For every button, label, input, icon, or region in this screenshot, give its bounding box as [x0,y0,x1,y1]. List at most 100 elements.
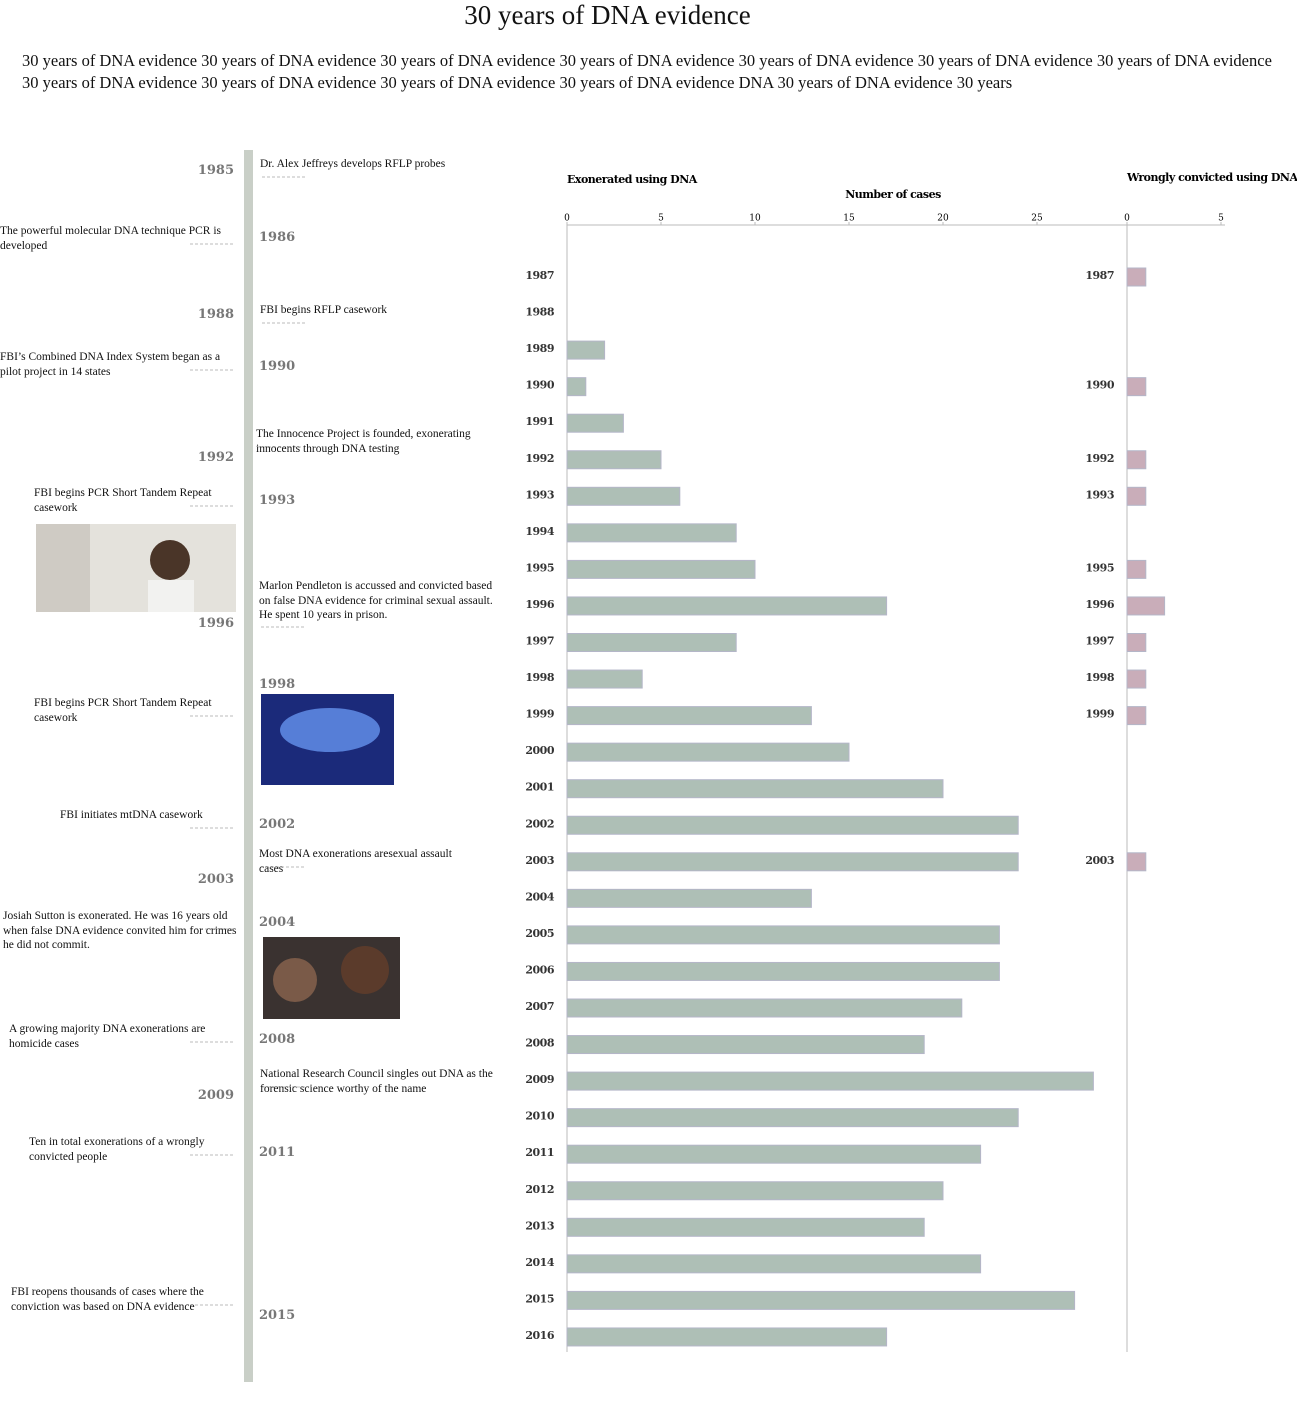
bar [566,596,888,616]
event-text: Most DNA exonerations aresexual assault … [259,848,452,875]
y-tick-label: 2011 [525,1146,554,1159]
event-text: FBI begins RFLP casework [260,304,388,316]
event-year: 1990 [259,359,296,374]
bar [566,1181,944,1201]
y-tick-label: 1988 [525,306,554,319]
y-tick-label: 2006 [525,963,554,976]
y-tick-label: 2009 [525,1073,554,1086]
chart-title: Exonerated using DNA [567,173,698,186]
event-text: FBI reopens thousands of cases where the… [11,1286,204,1313]
photo-face [150,540,190,580]
y-tick-label: 1991 [525,415,554,428]
bar [1126,852,1147,872]
event-year: 2011 [259,1145,296,1160]
event-year: 2009 [197,1088,234,1103]
event-year: 1992 [197,450,234,465]
bar [1126,450,1147,470]
bar [1126,596,1166,616]
y-tick-label: 1995 [1085,561,1114,574]
y-tick-label: 1992 [1085,452,1114,465]
y-tick-label: 1987 [525,269,554,282]
y-tick-label: 2015 [525,1292,554,1305]
x-tick-label: 5 [658,214,664,224]
y-tick-label: 2003 [1085,854,1114,867]
bar [566,815,1019,835]
event-text: The powerful molecular DNA technique PCR… [0,225,222,252]
y-tick-label: 1990 [525,379,554,392]
y-tick-label: 2000 [525,744,554,757]
event-year: 2004 [259,915,296,930]
bar [566,888,812,908]
bar [1126,559,1147,579]
event-year: 1986 [259,230,296,245]
y-tick-label: 1997 [525,635,554,648]
x-tick-label: 20 [937,214,949,224]
y-tick-label: 1999 [1085,708,1114,721]
x-tick-label: 0 [564,214,570,224]
x-tick-label: 25 [1031,214,1043,224]
y-tick-label: 1998 [1085,671,1114,684]
bar [1126,486,1147,506]
bar [1126,669,1147,689]
bar [566,633,737,652]
x-tick-label: 0 [1124,214,1130,224]
x-tick-label: 15 [843,214,855,224]
y-tick-label: 2001 [525,781,554,794]
y-tick-label: 1994 [525,525,554,538]
y-tick-label: 1995 [525,561,554,574]
y-tick-label: 2003 [525,854,554,867]
bar [566,706,812,726]
event-year: 1985 [197,163,234,178]
bar [566,450,662,470]
event-text: Ten in total exonerations of a wrongly c… [29,1136,205,1163]
y-tick-label: 2005 [525,927,554,940]
event-year: 2002 [259,817,296,832]
bar [566,559,756,579]
event-text: Marlon Pendleton is accussed and convict… [259,580,493,621]
bar [566,1035,925,1055]
y-tick-label: 1996 [525,598,554,611]
event-year: 2003 [197,872,234,887]
photo-face [341,946,389,994]
bar [566,377,587,397]
bar [566,1254,982,1274]
event-year: 1993 [259,493,296,508]
bar [566,779,944,799]
y-tick-label: 2007 [525,1000,554,1013]
event-year: 1988 [197,307,234,322]
event-text: The Innocence Project is founded, exoner… [256,428,471,455]
event-year: 1998 [259,677,296,692]
bar [566,1290,1076,1310]
bar [566,961,1000,981]
event-text: FBI’s Combined DNA Index System began as… [0,351,221,378]
bar [1126,267,1147,287]
timeline-line [244,150,253,1382]
bar [1126,377,1147,397]
event-text: Josiah Sutton is exonerated. He was 16 y… [3,910,237,951]
y-tick-label: 2008 [525,1037,554,1050]
bar [566,742,850,762]
bar [566,1217,925,1237]
x-tick-label: 10 [749,214,761,224]
bar [566,852,1019,872]
photo-light [280,708,380,752]
bar [566,925,1000,945]
y-tick-label: 2014 [525,1256,554,1269]
y-tick-label: 1990 [1085,379,1114,392]
bar [566,669,643,689]
event-text: Dr. Alex Jeffreys develops RFLP probes [260,158,446,170]
bar [566,523,737,543]
event-text: FBI initiates mtDNA casework [60,809,203,821]
y-tick-label: 2010 [525,1110,554,1123]
photo-face [273,958,317,1002]
bar [566,1071,1094,1091]
bar [566,486,681,506]
bar [566,1108,1019,1128]
bar [566,413,624,433]
y-tick-label: 2016 [525,1329,554,1342]
y-tick-label: 1989 [525,342,554,355]
y-tick-label: 2004 [525,890,554,903]
y-tick-label: 1999 [525,708,554,721]
